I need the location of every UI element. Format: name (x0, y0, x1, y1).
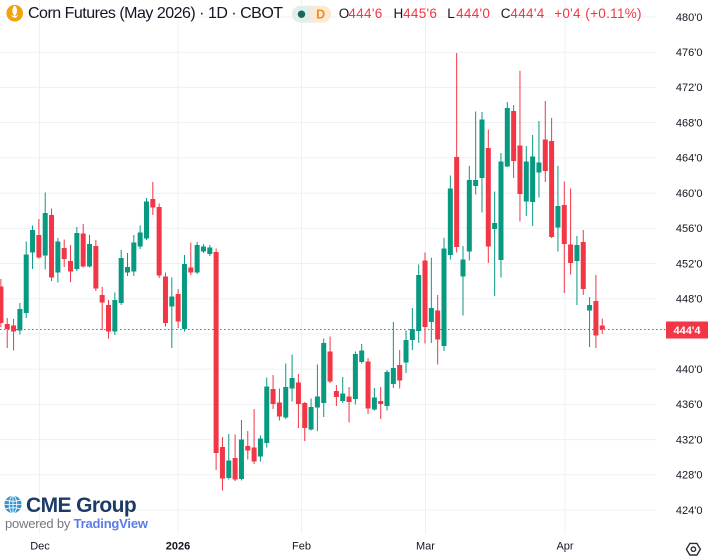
svg-text:460'0: 460'0 (676, 188, 703, 200)
svg-text:436'0: 436'0 (676, 399, 703, 411)
svg-text:456'0: 456'0 (676, 223, 703, 235)
svg-text:Apr: Apr (556, 541, 573, 553)
svg-text:2026: 2026 (166, 541, 190, 553)
svg-text:476'0: 476'0 (676, 47, 703, 59)
svg-text:432'0: 432'0 (676, 434, 703, 446)
svg-text:D: D (316, 8, 325, 22)
svg-text:468'0: 468'0 (676, 117, 703, 129)
svg-text:424'0: 424'0 (676, 505, 703, 517)
svg-text:Mar: Mar (416, 541, 435, 553)
svg-text:480'0: 480'0 (676, 12, 703, 24)
svg-text:452'0: 452'0 (676, 258, 703, 270)
svg-text:440'0: 440'0 (676, 364, 703, 376)
svg-text:CME Group: CME Group (26, 494, 136, 517)
svg-text:444'4: 444'4 (673, 325, 701, 337)
svg-text:448'0: 448'0 (676, 294, 703, 306)
svg-text:Dec: Dec (30, 541, 50, 553)
svg-text:464'0: 464'0 (676, 153, 703, 165)
svg-text:Feb: Feb (292, 541, 311, 553)
svg-text:428'0: 428'0 (676, 470, 703, 482)
svg-text:472'0: 472'0 (676, 82, 703, 94)
